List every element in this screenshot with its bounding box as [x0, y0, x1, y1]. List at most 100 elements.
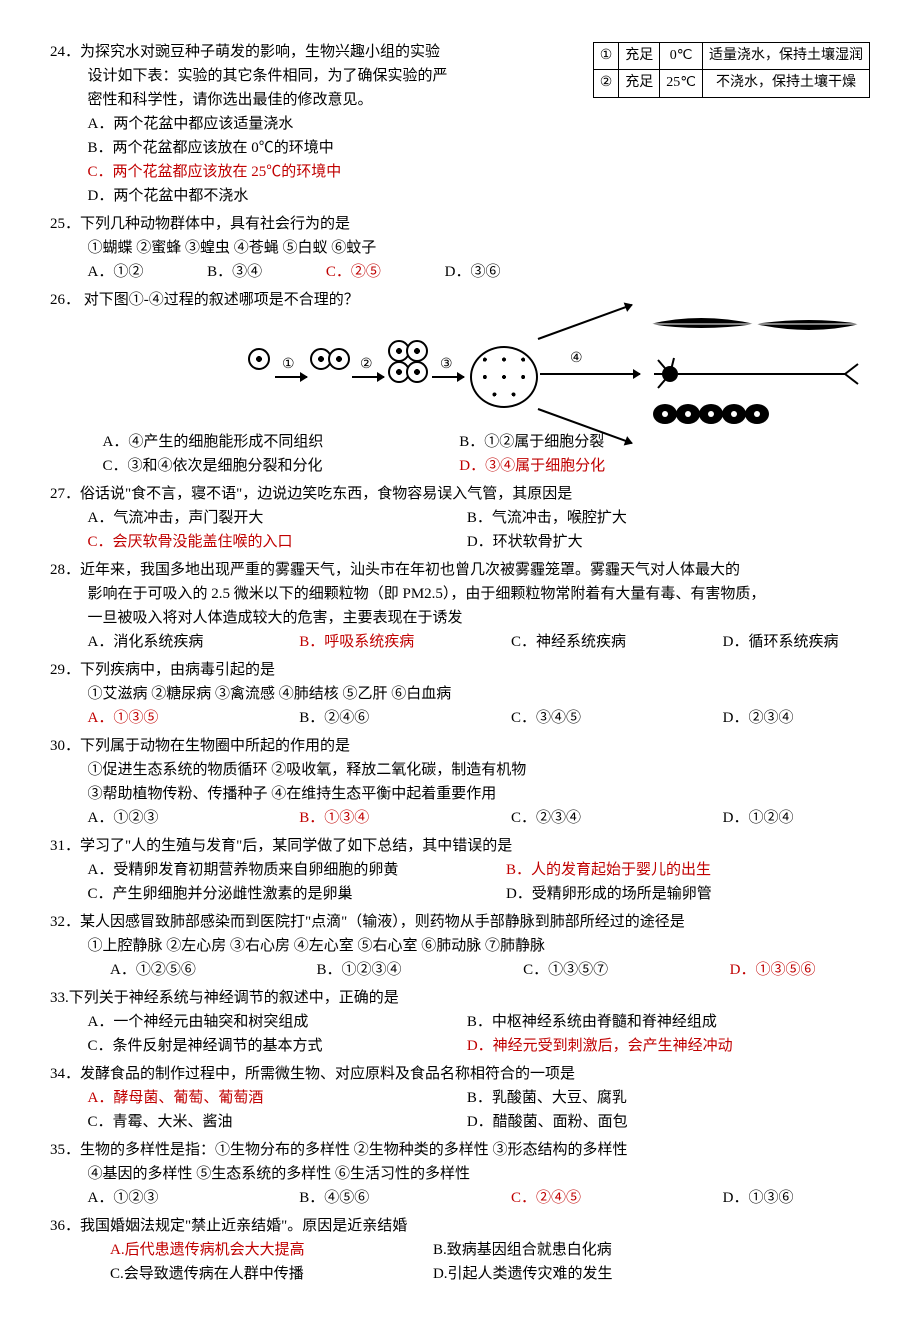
question-number: 36． — [50, 1218, 80, 1234]
question-number: 28． — [50, 562, 80, 578]
option-c: C．③和④依次是细胞分裂和分化 — [103, 454, 456, 478]
option-c: C．①③⑤⑦ — [523, 958, 698, 982]
question-stem: 28．近年来，我国多地出现严重的雾霾天气，汕头市在年初也曾几次被雾霾笼罩。雾霾天… — [50, 558, 870, 582]
options-row: A.后代患遗传病机会大大提高 B.致病基因组合就患白化病 — [50, 1238, 870, 1262]
options-row: C.会导致遗传病在人群中传播 D.引起人类遗传灾难的发生 — [50, 1262, 870, 1286]
question-34: 34．发酵食品的制作过程中，所需微生物、对应原料及食品名称相符合的一项是 A．酵… — [50, 1062, 870, 1134]
options-row: A．气流冲击，声门裂开大 B．气流冲击，喉腔扩大 — [50, 506, 870, 530]
question-30: 30．下列属于动物在生物圈中所起的作用的是 ①促进生态系统的物质循环 ②吸收氧，… — [50, 734, 870, 830]
option-c: C．两个花盆都应该放在 25℃的环境中 — [50, 160, 870, 184]
question-24: ① 充足 0℃ 适量浇水，保持土壤湿润 ② 充足 25℃ 不浇水，保持土壤干燥 … — [50, 40, 870, 208]
stem-text: 生物的多样性是指：①生物分布的多样性 ②生物种类的多样性 ③形态结构的多样性 — [80, 1142, 628, 1158]
option-d: D．环状软骨扩大 — [467, 530, 843, 554]
nerve-tissue-icon — [650, 354, 860, 394]
option-c: C．②③④ — [511, 806, 691, 830]
option-a: A．①②③ — [88, 1186, 268, 1210]
question-35: 35．生物的多样性是指：①生物分布的多样性 ②生物种类的多样性 ③形态结构的多样… — [50, 1138, 870, 1210]
options-row: A．①②③ B．④⑤⑥ C．②④⑤ D．①③⑥ — [50, 1186, 870, 1210]
question-27: 27．俗话说"食不言，寝不语"，边说边笑吃东西，食物容易误入气管，其原因是 A．… — [50, 482, 870, 554]
diagram-label-3: ③ — [440, 354, 453, 376]
question-stem: 30．下列属于动物在生物圈中所起的作用的是 — [50, 734, 870, 758]
table-row: ② 充足 25℃ 不浇水，保持土壤干燥 — [593, 70, 869, 97]
stem-text: 下列疾病中，由病毒引起的是 — [80, 662, 275, 678]
stem-text: 俗话说"食不言，寝不语"，边说边笑吃东西，食物容易误入气管，其原因是 — [80, 486, 572, 502]
options-row: A．①③⑤ B．②④⑥ C．③④⑤ D．②③④ — [50, 706, 870, 730]
option-d: D．①③⑥ — [723, 1186, 794, 1210]
option-a: A．气流冲击，声门裂开大 — [88, 506, 464, 530]
question-number: 34． — [50, 1066, 80, 1082]
stem-text: 下列几种动物群体中，具有社会行为的是 — [80, 216, 350, 232]
option-b: B.致病基因组合就患白化病 — [433, 1238, 798, 1262]
option-d: D．③④属于细胞分化 — [459, 454, 812, 478]
options-row: C．青霉、大米、酱油 D．醋酸菌、面粉、面包 — [50, 1110, 870, 1134]
epithelial-tissue-icon — [650, 400, 810, 428]
stem-text: 为探究水对豌豆种子萌发的影响，生物兴趣小组的实验 — [80, 44, 440, 60]
question-stem: 25．下列几种动物群体中，具有社会行为的是 — [50, 212, 870, 236]
item-list: ①促进生态系统的物质循环 ②吸收氧，释放二氧化碳，制造有机物 — [50, 758, 870, 782]
cell-c1: 充足 — [619, 43, 660, 70]
question-number: 25． — [50, 216, 80, 232]
option-d: D．神经元受到刺激后，会产生神经冲动 — [467, 1034, 843, 1058]
option-c: C.会导致遗传病在人群中传播 — [110, 1262, 429, 1286]
option-b: B．人的发育起始于婴儿的出生 — [506, 858, 850, 882]
question-stem: 35．生物的多样性是指：①生物分布的多样性 ②生物种类的多样性 ③形态结构的多样… — [50, 1138, 870, 1162]
stem-text: 某人因感冒致肺部感染而到医院打"点滴"（输液），则药物从手部静脉到肺部所经过的途… — [80, 914, 685, 930]
option-a: A．酵母菌、葡萄、葡萄酒 — [88, 1086, 464, 1110]
option-d: D．②③④ — [723, 706, 794, 730]
stem-text: 下列关于神经系统与神经调节的叙述中，正确的是 — [69, 990, 399, 1006]
question-number: 29． — [50, 662, 80, 678]
stem-text: 一旦被吸入将对人体造成较大的危害，主要表现在于诱发 — [50, 606, 870, 630]
option-b: B．①②属于细胞分裂 — [459, 430, 812, 454]
option-b: B．③④ — [207, 260, 262, 284]
options-row: C．会厌软骨没能盖住喉的入口 D．环状软骨扩大 — [50, 530, 870, 554]
cell-icon — [248, 348, 270, 370]
diagram-label-1: ① — [282, 354, 295, 376]
option-c: C．②⑤ — [326, 260, 381, 284]
option-c: C．③④⑤ — [511, 706, 691, 730]
option-a: A．一个神经元由轴突和树突组成 — [88, 1010, 464, 1034]
item-list: ①艾滋病 ②糖尿病 ③禽流感 ④肺结核 ⑤乙肝 ⑥白血病 — [50, 682, 870, 706]
options-row: A．④产生的细胞能形成不同组织 B．①②属于细胞分裂 — [50, 430, 870, 454]
option-d: D．①③⑤⑥ — [730, 958, 816, 982]
option-a: A．①② — [88, 260, 144, 284]
options-row: A．一个神经元由轴突和树突组成 B．中枢神经系统由脊髓和脊神经组成 — [50, 1010, 870, 1034]
stem-text: 近年来，我国多地出现严重的雾霾天气，汕头市在年初也曾几次被雾霾笼罩。雾霾天气对人… — [80, 562, 740, 578]
option-d: D．循环系统疾病 — [723, 630, 839, 654]
option-b: B．两个花盆都应该放在 0℃的环境中 — [50, 136, 870, 160]
option-c: C．青霉、大米、酱油 — [88, 1110, 464, 1134]
cell-cluster-icon — [470, 346, 538, 408]
stem-text: 学习了"人的生殖与发育"后，某同学做了如下总结，其中错误的是 — [80, 838, 512, 854]
option-a: A．消化系统疾病 — [88, 630, 268, 654]
options-row: A．消化系统疾病 B．呼吸系统疾病 C．神经系统疾病 D．循环系统疾病 — [50, 630, 870, 654]
question-number: 31． — [50, 838, 80, 854]
question-stem: 32．某人因感冒致肺部感染而到医院打"点滴"（输液），则药物从手部静脉到肺部所经… — [50, 910, 870, 934]
option-d: D．③⑥ — [445, 260, 501, 284]
arrow-icon — [540, 373, 640, 375]
question-31: 31．学习了"人的生殖与发育"后，某同学做了如下总结，其中错误的是 A．受精卵发… — [50, 834, 870, 906]
question-stem: 29．下列疾病中，由病毒引起的是 — [50, 658, 870, 682]
question-32: 32．某人因感冒致肺部感染而到医院打"点滴"（输液），则药物从手部静脉到肺部所经… — [50, 910, 870, 982]
option-b: B．④⑤⑥ — [299, 1186, 479, 1210]
diagram-label-2: ② — [360, 354, 373, 376]
diagram-label-4: ④ — [570, 348, 583, 370]
options-row: C．条件反射是神经调节的基本方式 D．神经元受到刺激后，会产生神经冲动 — [50, 1034, 870, 1058]
stem-text: 影响在于可吸入的 2.5 微米以下的细颗粒物（即 PM2.5），由于细颗粒物常附… — [50, 582, 870, 606]
cell-quad-icon — [390, 340, 426, 382]
option-c: C．条件反射是神经调节的基本方式 — [88, 1034, 464, 1058]
question-number: 24． — [50, 44, 80, 60]
option-b: B．①③④ — [299, 806, 479, 830]
question-stem: 27．俗话说"食不言，寝不语"，边说边笑吃东西，食物容易误入气管，其原因是 — [50, 482, 870, 506]
option-b: B．乳酸菌、大豆、腐乳 — [467, 1086, 843, 1110]
item-list: ④基因的多样性 ⑤生态系统的多样性 ⑥生活习性的多样性 — [50, 1162, 870, 1186]
cell-division-diagram: ① ② ③ ④ — [50, 318, 870, 428]
item-list: ③帮助植物传粉、传播种子 ④在维持生态平衡中起着重要作用 — [50, 782, 870, 806]
muscle-tissue-icon — [650, 310, 860, 338]
question-number: 35． — [50, 1142, 80, 1158]
options-row: A．①②⑤⑥ B．①②③④ C．①③⑤⑦ D．①③⑤⑥ — [50, 958, 870, 982]
cell-id: ② — [593, 70, 619, 97]
options-row: A．①②③ B．①③④ C．②③④ D．①②④ — [50, 806, 870, 830]
question-stem: 31．学习了"人的生殖与发育"后，某同学做了如下总结，其中错误的是 — [50, 834, 870, 858]
experiment-table: ① 充足 0℃ 适量浇水，保持土壤湿润 ② 充足 25℃ 不浇水，保持土壤干燥 — [593, 42, 870, 98]
option-c: C．神经系统疾病 — [511, 630, 691, 654]
option-a: A．①②③ — [88, 806, 268, 830]
